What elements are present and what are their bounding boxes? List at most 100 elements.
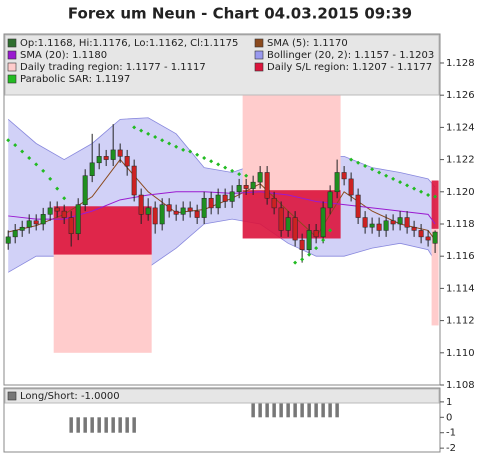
candle-body: [320, 207, 326, 238]
candle-body: [327, 191, 333, 209]
candle-body: [54, 207, 60, 212]
region: [53, 206, 152, 255]
sar-dot: [153, 135, 158, 140]
sar-dot: [244, 173, 249, 178]
bar: [314, 401, 318, 418]
candle-body: [264, 172, 270, 199]
candle-body: [75, 204, 81, 234]
candle-body: [26, 220, 32, 228]
sar-dot: [391, 176, 396, 181]
sar-dot: [48, 176, 53, 181]
candle-body: [61, 210, 67, 218]
candle-body: [166, 204, 172, 212]
y-tick-label: 1.120: [446, 187, 475, 198]
candle-body: [222, 194, 228, 202]
sar-dot: [370, 167, 375, 172]
candle-body: [215, 194, 221, 209]
candle-body: [89, 162, 95, 176]
bar: [118, 417, 122, 433]
bar: [132, 417, 136, 433]
candle-body: [229, 191, 235, 202]
candle-body: [383, 220, 389, 231]
sar-dot: [202, 155, 207, 160]
candle-body: [243, 185, 249, 189]
sar-dot: [181, 147, 186, 152]
y-tick-label: 1.124: [446, 122, 475, 133]
bar: [335, 401, 339, 418]
candle-body: [82, 175, 88, 205]
sar-dot: [363, 164, 368, 169]
sar-dot: [167, 141, 172, 146]
sar-dot: [230, 168, 235, 173]
bar: [307, 401, 311, 418]
sar-dot: [62, 196, 67, 201]
candle-body: [68, 217, 74, 234]
legend-swatch: [254, 62, 264, 72]
candle-body: [201, 197, 207, 218]
candle-body: [369, 223, 375, 228]
legend-label: SMA (20): 1.1180: [20, 50, 107, 61]
legend-label: Bollinger (20, 2): 1.1157 - 1.1203: [267, 50, 434, 61]
legend-label: Parabolic SAR: 1.1197: [20, 74, 130, 85]
candle-body: [159, 204, 165, 225]
legend-label: Long/Short: -1.0000: [20, 391, 120, 402]
candle-body: [257, 172, 263, 183]
candle-body: [292, 217, 298, 241]
candle-body: [313, 230, 319, 238]
y-tick-label: -1: [446, 428, 456, 439]
candle-body: [278, 207, 284, 231]
y-tick-label: 1.116: [446, 251, 475, 262]
sar-dot: [419, 189, 424, 194]
candle-body: [425, 236, 431, 241]
chart-title: Forex um Neun - Chart 04.03.2015 09:39: [68, 5, 412, 23]
candle-body: [138, 194, 144, 215]
sar-dot: [55, 186, 60, 191]
sar-dot: [27, 155, 32, 160]
candle-body: [152, 207, 158, 225]
candle-body: [418, 230, 424, 238]
bar: [111, 417, 115, 433]
sar-dot: [405, 183, 410, 188]
sar-dot: [34, 162, 39, 167]
sar-dot: [384, 173, 389, 178]
candle-body: [334, 172, 340, 193]
candle-body: [285, 217, 291, 231]
candle-body: [110, 149, 116, 160]
sar-dot: [160, 138, 165, 143]
sar-dot: [20, 149, 25, 154]
region: [431, 228, 439, 326]
sar-dot: [426, 193, 431, 198]
candle-body: [173, 210, 179, 215]
legend-label: Op:1.1168, Hi:1.1176, Lo:1.1162, Cl:1.11…: [20, 38, 238, 49]
legend-swatch: [7, 62, 17, 72]
bar: [321, 401, 325, 418]
sar-dot: [328, 228, 333, 233]
bar: [328, 401, 332, 418]
candle-body: [96, 156, 102, 164]
sar-dot: [209, 159, 214, 164]
signal-layer: [69, 401, 339, 433]
region: [242, 95, 341, 199]
candle-body: [299, 239, 305, 251]
bar: [125, 417, 129, 433]
legend-label: SMA (5): 1.1170: [267, 38, 348, 49]
candle-body: [355, 194, 361, 218]
candle-body: [40, 214, 46, 225]
sar-dot: [398, 180, 403, 185]
sar-dot: [6, 138, 11, 143]
legend-box: [4, 388, 440, 404]
y-tick-label: 1.126: [446, 90, 475, 101]
candle-body: [19, 226, 25, 231]
legend-label: Daily S/L region: 1.1207 - 1.1177: [267, 62, 432, 73]
candle-body: [208, 197, 214, 209]
price-layer: [5, 95, 439, 353]
sar-dot: [132, 125, 137, 130]
y-tick-label: 1.114: [446, 283, 475, 294]
bar: [279, 401, 283, 418]
candle-body: [397, 217, 403, 225]
sar-dot: [356, 160, 361, 165]
candle-body: [362, 217, 368, 228]
bar: [293, 401, 297, 418]
y-tick-label: 1.118: [446, 219, 475, 230]
